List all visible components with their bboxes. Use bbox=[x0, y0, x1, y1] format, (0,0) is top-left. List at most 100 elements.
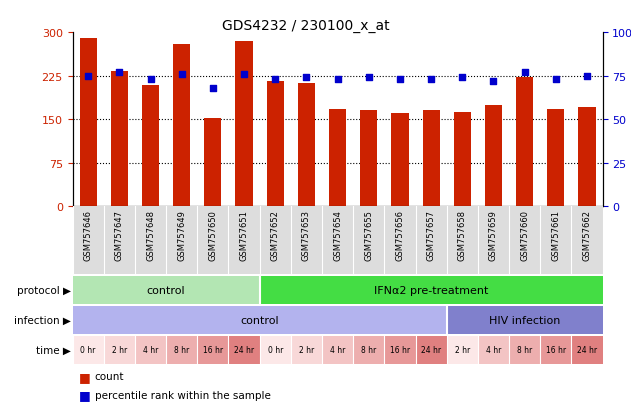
Bar bbox=[204, 119, 221, 206]
Text: control: control bbox=[240, 315, 279, 325]
Text: GDS4232 / 230100_x_at: GDS4232 / 230100_x_at bbox=[222, 19, 390, 33]
Text: 24 hr: 24 hr bbox=[421, 345, 441, 354]
Bar bbox=[454, 112, 471, 206]
Bar bbox=[572, 336, 603, 364]
Bar bbox=[166, 336, 198, 364]
Text: 8 hr: 8 hr bbox=[517, 345, 533, 354]
Bar bbox=[73, 306, 447, 334]
Text: 8 hr: 8 hr bbox=[174, 345, 189, 354]
Text: 2 hr: 2 hr bbox=[455, 345, 470, 354]
Bar bbox=[447, 306, 603, 334]
Bar bbox=[291, 336, 322, 364]
Point bbox=[582, 73, 592, 80]
Point bbox=[83, 73, 93, 80]
Point bbox=[551, 76, 561, 83]
Bar bbox=[391, 114, 408, 206]
Point bbox=[302, 75, 312, 81]
Bar bbox=[329, 109, 346, 206]
Point bbox=[457, 75, 468, 81]
Text: 24 hr: 24 hr bbox=[234, 345, 254, 354]
Text: count: count bbox=[95, 371, 124, 381]
Text: protocol ▶: protocol ▶ bbox=[17, 285, 71, 295]
Bar bbox=[485, 105, 502, 206]
Text: GSM757649: GSM757649 bbox=[177, 210, 186, 261]
Text: GSM757653: GSM757653 bbox=[302, 210, 311, 261]
Bar bbox=[547, 109, 564, 206]
Bar bbox=[80, 39, 97, 206]
Text: GSM757654: GSM757654 bbox=[333, 210, 342, 261]
Text: 0 hr: 0 hr bbox=[268, 345, 283, 354]
Bar bbox=[478, 336, 509, 364]
Bar bbox=[135, 336, 166, 364]
Bar bbox=[447, 336, 478, 364]
Bar bbox=[360, 111, 377, 206]
Text: 4 hr: 4 hr bbox=[330, 345, 345, 354]
Text: infection ▶: infection ▶ bbox=[15, 315, 71, 325]
Bar bbox=[509, 336, 540, 364]
Bar bbox=[73, 276, 259, 304]
Text: 2 hr: 2 hr bbox=[299, 345, 314, 354]
Point bbox=[333, 76, 343, 83]
Point bbox=[363, 75, 374, 81]
Text: ■: ■ bbox=[79, 388, 91, 401]
Bar bbox=[353, 336, 384, 364]
Text: HIV infection: HIV infection bbox=[489, 315, 560, 325]
Bar bbox=[198, 336, 228, 364]
Bar bbox=[384, 336, 416, 364]
Text: GSM757661: GSM757661 bbox=[551, 210, 560, 261]
Bar bbox=[267, 82, 284, 206]
Point bbox=[114, 70, 124, 76]
Point bbox=[426, 76, 436, 83]
Text: GSM757660: GSM757660 bbox=[520, 210, 529, 261]
Bar bbox=[73, 336, 103, 364]
Text: 0 hr: 0 hr bbox=[81, 345, 96, 354]
Text: GSM757646: GSM757646 bbox=[84, 210, 93, 261]
Bar bbox=[235, 42, 252, 206]
Point bbox=[270, 76, 280, 83]
Point bbox=[177, 71, 187, 78]
Bar bbox=[228, 336, 259, 364]
Text: 8 hr: 8 hr bbox=[361, 345, 376, 354]
Text: 4 hr: 4 hr bbox=[143, 345, 158, 354]
Text: GSM757648: GSM757648 bbox=[146, 210, 155, 261]
Text: GSM757650: GSM757650 bbox=[208, 210, 217, 261]
Bar bbox=[173, 45, 191, 206]
Text: GSM757657: GSM757657 bbox=[427, 210, 435, 261]
Bar bbox=[579, 108, 596, 206]
Text: time ▶: time ▶ bbox=[37, 345, 71, 355]
Text: 16 hr: 16 hr bbox=[203, 345, 223, 354]
Bar bbox=[322, 336, 353, 364]
Text: 2 hr: 2 hr bbox=[112, 345, 127, 354]
Bar bbox=[142, 86, 159, 206]
Text: GSM757656: GSM757656 bbox=[396, 210, 404, 261]
Bar bbox=[423, 111, 440, 206]
Text: ■: ■ bbox=[79, 370, 91, 383]
Point bbox=[208, 85, 218, 92]
Bar bbox=[298, 83, 315, 206]
Text: GSM757659: GSM757659 bbox=[489, 210, 498, 261]
Point bbox=[239, 71, 249, 78]
Text: GSM757655: GSM757655 bbox=[364, 210, 374, 261]
Bar bbox=[259, 336, 291, 364]
Text: IFNα2 pre-treatment: IFNα2 pre-treatment bbox=[374, 285, 488, 295]
Text: 24 hr: 24 hr bbox=[577, 345, 597, 354]
Bar bbox=[416, 336, 447, 364]
Text: GSM757651: GSM757651 bbox=[240, 210, 249, 261]
Bar bbox=[103, 336, 135, 364]
Point bbox=[395, 76, 405, 83]
Text: GSM757647: GSM757647 bbox=[115, 210, 124, 261]
Text: 16 hr: 16 hr bbox=[546, 345, 566, 354]
Text: control: control bbox=[147, 285, 186, 295]
Text: 16 hr: 16 hr bbox=[390, 345, 410, 354]
Bar bbox=[516, 78, 533, 206]
Bar bbox=[540, 336, 572, 364]
Text: GSM757658: GSM757658 bbox=[458, 210, 467, 261]
Point bbox=[488, 78, 498, 85]
Point bbox=[146, 76, 156, 83]
Bar bbox=[259, 276, 603, 304]
Point bbox=[519, 70, 529, 76]
Text: percentile rank within the sample: percentile rank within the sample bbox=[95, 390, 271, 400]
Text: GSM757662: GSM757662 bbox=[582, 210, 591, 261]
Bar bbox=[111, 72, 128, 206]
Text: GSM757652: GSM757652 bbox=[271, 210, 280, 261]
